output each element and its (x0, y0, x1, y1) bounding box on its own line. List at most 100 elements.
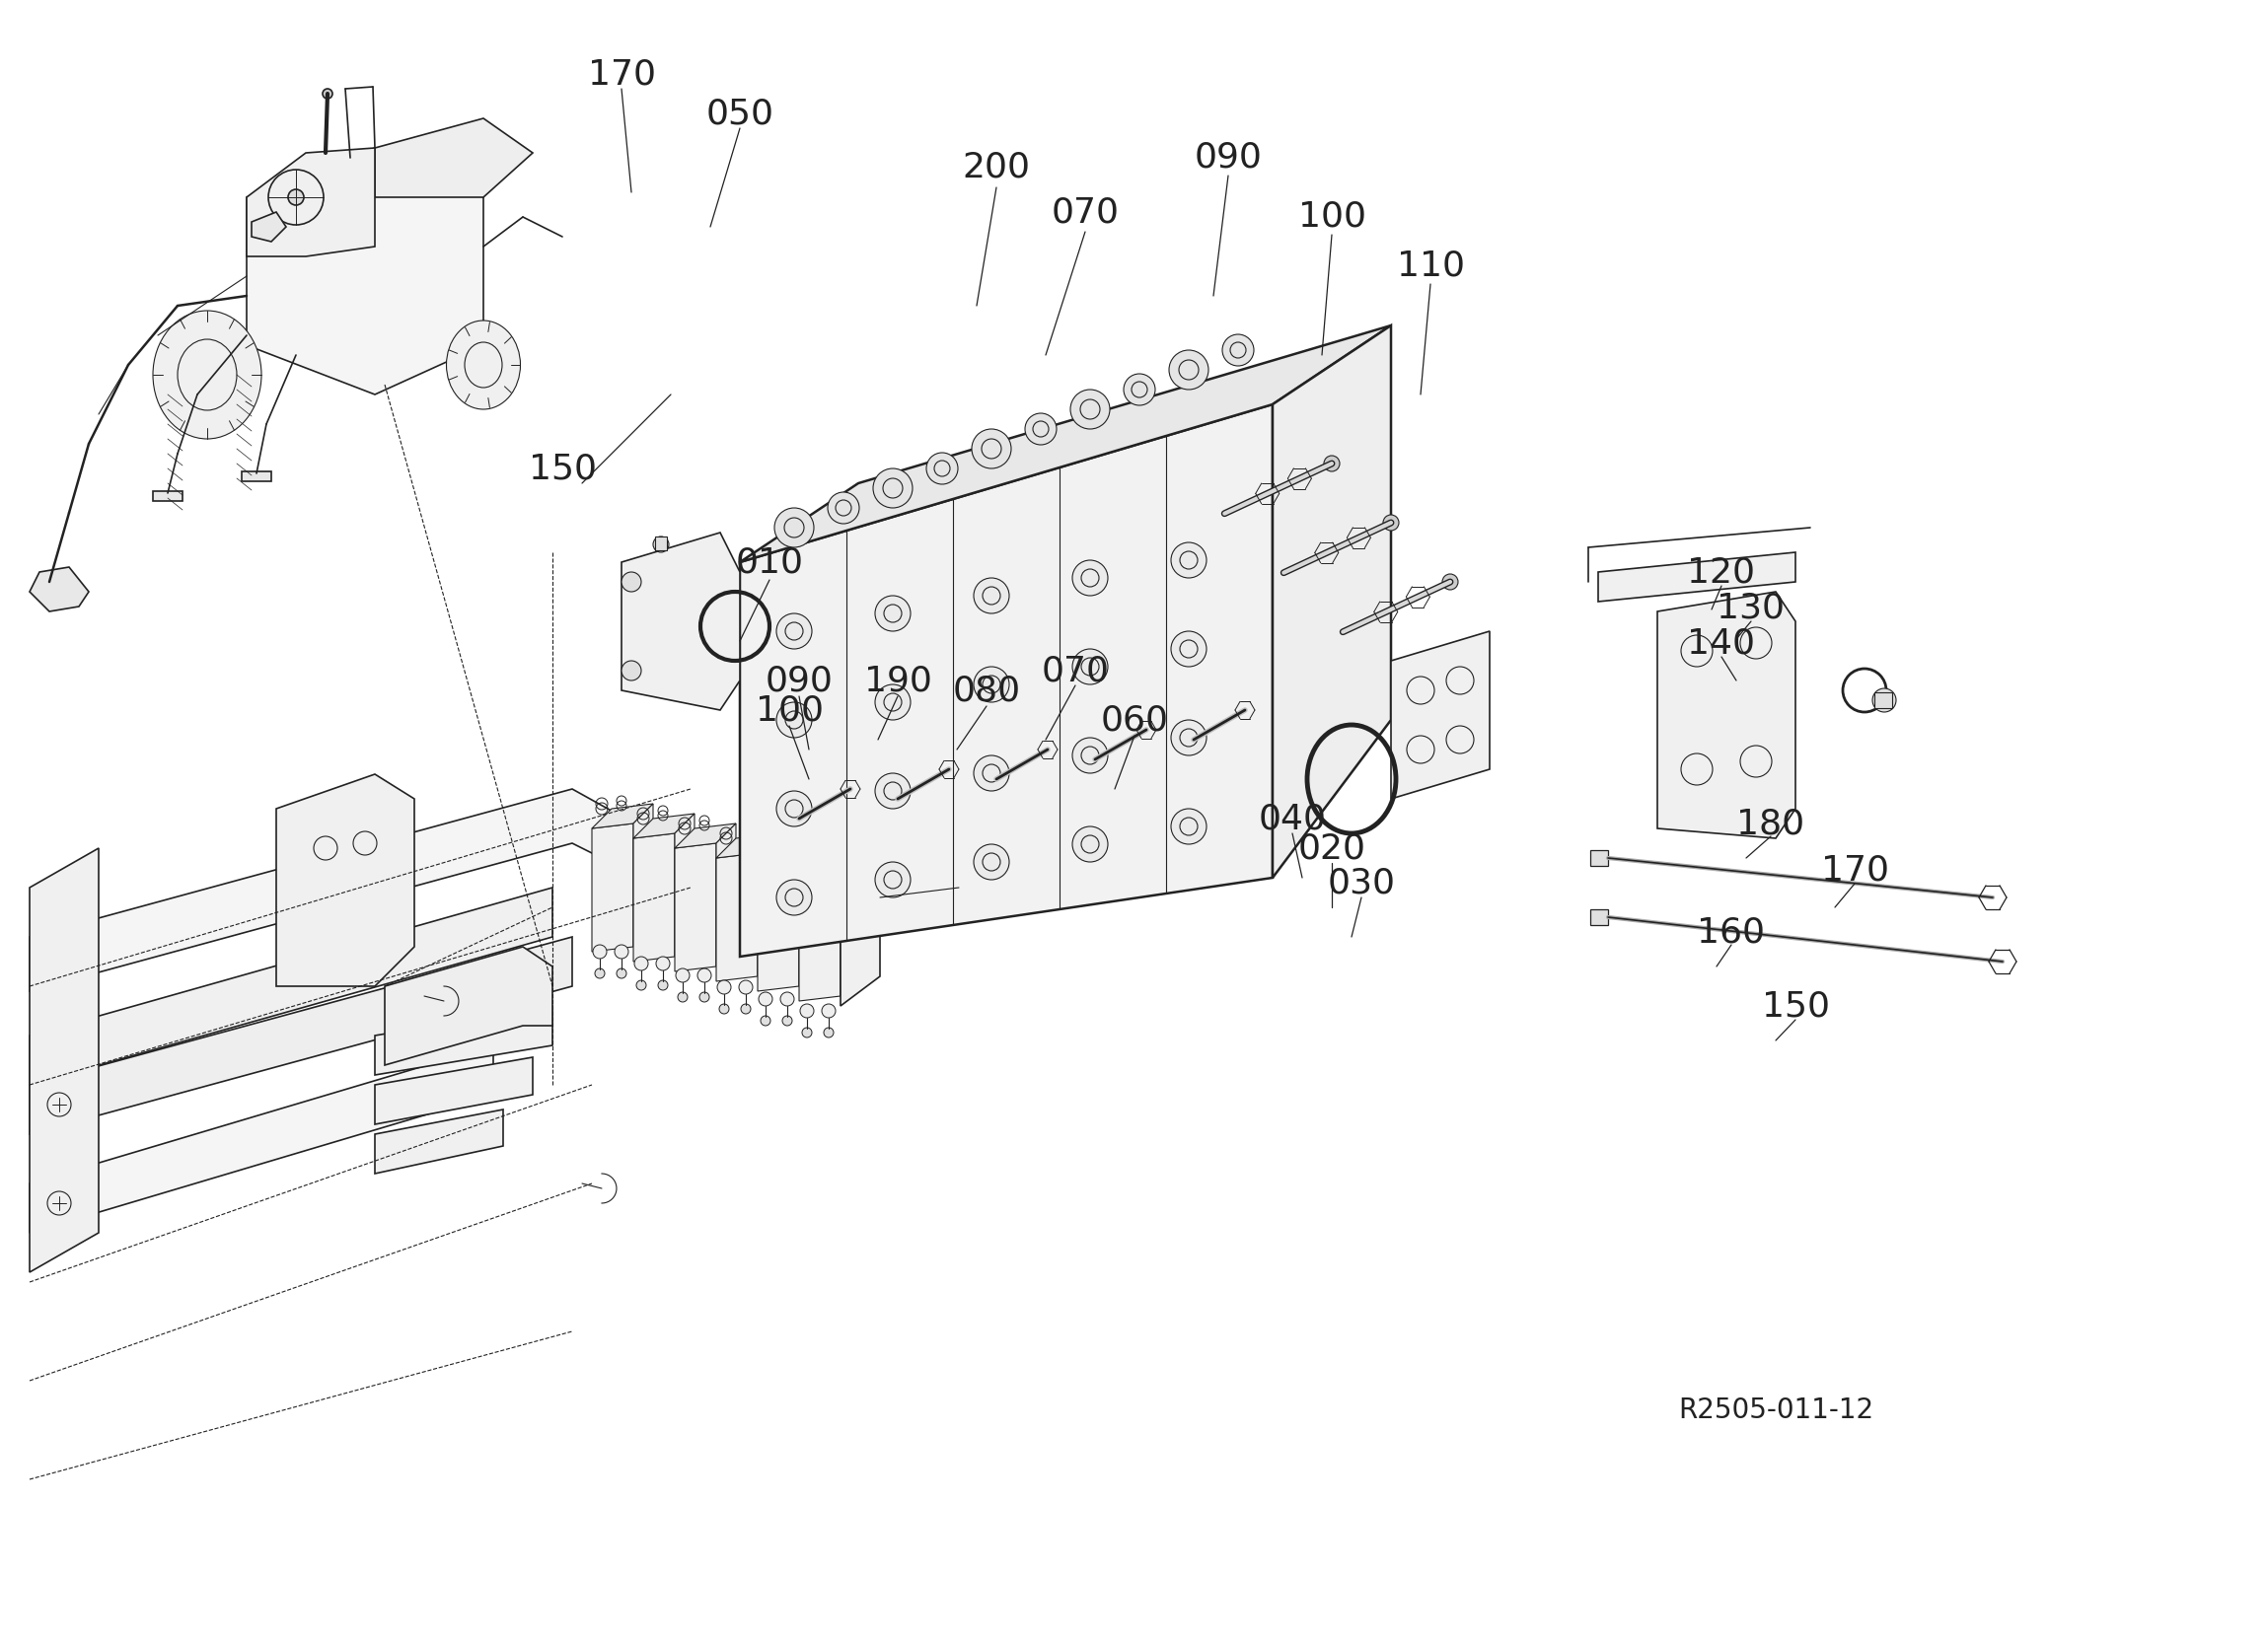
Circle shape (1442, 574, 1458, 589)
Circle shape (699, 993, 710, 1002)
Circle shape (1222, 334, 1254, 365)
Circle shape (776, 703, 812, 737)
Circle shape (758, 993, 773, 1006)
Polygon shape (374, 119, 533, 198)
Polygon shape (717, 853, 758, 981)
Bar (1590, 909, 1608, 925)
Text: 020: 020 (1297, 831, 1365, 864)
Text: 070: 070 (1041, 653, 1109, 688)
Polygon shape (676, 813, 694, 956)
Bar (152, 491, 181, 500)
Polygon shape (1272, 326, 1390, 877)
Circle shape (780, 993, 794, 1006)
Polygon shape (676, 843, 717, 971)
Text: 060: 060 (1100, 703, 1168, 737)
Circle shape (678, 993, 687, 1002)
Ellipse shape (447, 321, 519, 410)
Circle shape (592, 945, 608, 958)
Circle shape (621, 660, 642, 680)
Circle shape (621, 573, 642, 591)
Polygon shape (633, 813, 694, 838)
Circle shape (1168, 351, 1209, 390)
Ellipse shape (152, 311, 261, 439)
Circle shape (615, 945, 628, 958)
Polygon shape (29, 1045, 492, 1233)
Circle shape (717, 981, 730, 994)
Polygon shape (717, 823, 735, 966)
Text: 100: 100 (1297, 201, 1365, 234)
Text: 150: 150 (528, 451, 596, 486)
Polygon shape (739, 405, 1272, 956)
Text: 130: 130 (1717, 591, 1785, 624)
Text: 090: 090 (1195, 142, 1263, 174)
Circle shape (742, 1004, 751, 1014)
Circle shape (971, 430, 1012, 469)
Circle shape (322, 89, 333, 99)
Circle shape (288, 189, 304, 206)
Text: 010: 010 (735, 545, 803, 579)
Text: 140: 140 (1687, 625, 1755, 660)
Polygon shape (277, 774, 415, 986)
Circle shape (875, 863, 909, 897)
Circle shape (973, 756, 1009, 792)
Text: 110: 110 (1397, 250, 1465, 283)
Circle shape (873, 469, 912, 509)
Circle shape (776, 792, 812, 826)
Circle shape (1170, 808, 1207, 844)
Text: 200: 200 (962, 151, 1030, 184)
Polygon shape (633, 833, 676, 961)
Text: R2505-011-12: R2505-011-12 (1678, 1396, 1873, 1424)
Text: 180: 180 (1737, 807, 1805, 839)
Circle shape (875, 596, 909, 630)
Circle shape (782, 1016, 792, 1025)
Text: 090: 090 (764, 663, 832, 698)
Polygon shape (739, 326, 1390, 563)
Text: 170: 170 (587, 58, 655, 91)
Circle shape (1073, 560, 1107, 596)
Bar (1873, 693, 1892, 708)
Text: 030: 030 (1327, 866, 1395, 899)
Text: 160: 160 (1696, 915, 1765, 948)
Circle shape (617, 968, 626, 978)
Circle shape (1325, 456, 1340, 471)
Bar (950, 879, 964, 895)
Circle shape (823, 1027, 835, 1037)
Bar (655, 537, 667, 550)
Circle shape (925, 453, 957, 484)
Polygon shape (1658, 591, 1796, 838)
Text: 080: 080 (953, 673, 1021, 708)
Text: 070: 070 (1050, 196, 1118, 229)
Polygon shape (1599, 553, 1796, 601)
Circle shape (1025, 413, 1057, 444)
Circle shape (594, 968, 606, 978)
Polygon shape (841, 853, 860, 996)
Circle shape (655, 956, 669, 971)
Text: 100: 100 (755, 693, 823, 728)
Text: 120: 120 (1687, 555, 1755, 589)
Text: 170: 170 (1821, 853, 1889, 887)
Polygon shape (29, 788, 660, 991)
Circle shape (1170, 630, 1207, 667)
Polygon shape (841, 858, 880, 1006)
Polygon shape (386, 946, 553, 1065)
Polygon shape (29, 568, 88, 611)
Circle shape (635, 956, 649, 971)
Circle shape (1073, 826, 1107, 863)
Circle shape (1170, 719, 1207, 756)
Polygon shape (374, 1057, 533, 1124)
Text: 150: 150 (1762, 989, 1830, 1022)
Bar (1590, 849, 1608, 866)
Circle shape (973, 844, 1009, 879)
Circle shape (1123, 374, 1154, 405)
Polygon shape (29, 937, 572, 1134)
Circle shape (776, 614, 812, 649)
Circle shape (950, 879, 966, 895)
Polygon shape (758, 833, 778, 976)
Circle shape (699, 968, 712, 983)
Polygon shape (374, 1006, 553, 1075)
Circle shape (676, 968, 689, 983)
Circle shape (760, 1016, 771, 1025)
Polygon shape (758, 863, 798, 991)
Polygon shape (29, 848, 98, 1272)
Circle shape (719, 1004, 728, 1014)
